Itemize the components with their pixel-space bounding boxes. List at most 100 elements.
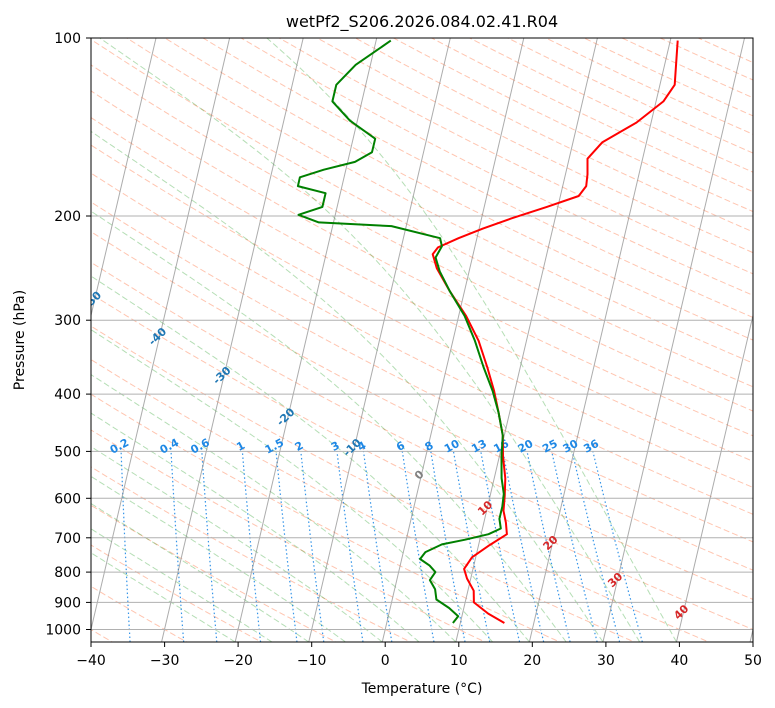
y-tick-label: 700 — [54, 531, 81, 547]
mixing-ratio-line — [551, 451, 598, 642]
dry-adiabat — [506, 38, 753, 154]
isotherm-line — [528, 38, 672, 642]
y-axis: 100 200 300 400 500 600 700 800 900 1000 — [45, 31, 91, 639]
dry-adiabat — [91, 544, 263, 642]
isotherm-line — [91, 38, 231, 632]
isotherm-label: 20 — [541, 533, 561, 553]
mixing-ratio-label: 0.4 — [158, 436, 182, 457]
grid-lines — [0, 25, 753, 645]
temperature-profile-line — [431, 40, 679, 624]
dry-adiabat — [697, 38, 753, 64]
dry-adiabat — [659, 38, 753, 81]
isotherm-line — [602, 38, 746, 642]
dewpoint-profile-line — [296, 39, 505, 624]
mixing-ratio-line — [362, 451, 393, 642]
moist-adiabat — [91, 502, 309, 642]
x-axis-label: Temperature (°C) — [361, 681, 483, 697]
moist-adiabat — [91, 130, 604, 642]
dry-adiabat — [91, 201, 753, 543]
mixing-ratio-line — [170, 451, 185, 642]
x-tick-label: −40 — [76, 653, 106, 669]
dry-adiabat — [125, 38, 753, 364]
mixing-ratio-line — [480, 451, 521, 642]
dry-adiabat — [544, 38, 753, 135]
isotherm-line — [0, 25, 12, 645]
moist-adiabat — [91, 412, 420, 642]
mixing-ratio-line — [241, 451, 262, 642]
isotherm-label: 30 — [605, 570, 625, 590]
dry-adiabat — [91, 117, 753, 462]
dry-adiabat — [202, 38, 753, 318]
mixing-ratio-label: 13 — [469, 437, 489, 456]
mixing-ratio-labels: 0.1 0.2 0.4 0.6 1 1.5 2 3 4 6 8 10 13 16 20 25 30 36 — [108, 436, 602, 457]
dry-adiabat — [91, 261, 753, 600]
dry-adiabat — [91, 504, 338, 642]
mixing-ratio-label: 10 — [442, 437, 462, 456]
moist-adiabat — [91, 374, 457, 642]
dry-adiabat — [392, 38, 753, 213]
x-tick-label: 0 — [381, 653, 390, 669]
x-tick-label: 30 — [597, 653, 615, 669]
y-tick-label: 200 — [54, 209, 81, 225]
mixing-ratio-label: 30 — [561, 437, 581, 456]
y-tick-label: 1000 — [45, 623, 81, 639]
moist-adiabat — [91, 210, 567, 642]
moist-adiabat — [266, 38, 677, 642]
mixing-ratio-label: 20 — [516, 437, 536, 456]
dry-adiabat — [316, 38, 753, 254]
dry-adiabat — [91, 429, 487, 642]
moist-adiabat — [91, 445, 383, 642]
dry-adiabat — [240, 38, 753, 296]
dry-adiabat — [582, 38, 753, 117]
moist-adiabat — [91, 552, 236, 642]
y-tick-label: 800 — [54, 565, 81, 581]
mixing-ratio-label: 36 — [581, 437, 601, 456]
isotherm-line — [455, 38, 598, 642]
x-tick-label: −20 — [223, 653, 253, 669]
dry-adiabat — [91, 325, 711, 642]
x-tick-label: 10 — [450, 653, 468, 669]
mixing-ratio-label: 25 — [540, 437, 560, 456]
mixing-ratio-line — [502, 451, 545, 642]
isotherm-line — [381, 38, 525, 642]
mixing-ratio-line — [300, 451, 325, 642]
mixing-ratio-line — [592, 451, 643, 642]
dry-adiabat — [430, 38, 753, 193]
chart-title: wetPf2_S206.2026.084.02.41.R04 — [286, 12, 558, 32]
dry-adiabat — [91, 293, 753, 631]
y-tick-label: 500 — [54, 444, 81, 460]
x-tick-label: −30 — [150, 653, 180, 669]
mixing-ratio-line — [526, 451, 571, 642]
isotherm-line — [161, 38, 304, 642]
y-tick-label: 600 — [54, 491, 81, 507]
dry-adiabat — [91, 231, 753, 571]
y-tick-label: 400 — [54, 387, 81, 403]
profiles — [296, 39, 679, 624]
isotherm-line — [234, 38, 378, 642]
x-axis: −40 −30 −20 −10 0 10 20 30 40 50 — [76, 642, 762, 669]
dry-adiabat — [91, 144, 753, 488]
dry-adiabat — [163, 38, 753, 341]
isotherm-label: -60 — [17, 247, 41, 270]
dry-adiabat — [620, 38, 753, 99]
moist-adiabat — [91, 275, 530, 642]
dry-adiabat — [91, 359, 636, 642]
dry-adiabat — [91, 172, 753, 515]
mixing-ratio-label: 0.2 — [108, 436, 131, 457]
plot-area: -100-90-80-70-60-50-40-30-20-10010203040… — [0, 25, 753, 645]
plot-frame — [90, 37, 754, 643]
isotherm-label: 10 — [475, 498, 495, 518]
mixing-ratio-line — [275, 451, 298, 642]
x-tick-label: 20 — [523, 653, 541, 669]
moist-adiabat — [91, 329, 493, 642]
background-lines — [91, 38, 753, 642]
y-tick-label: 100 — [54, 31, 81, 47]
dry-adiabat — [91, 90, 753, 437]
isotherm-line — [675, 313, 753, 642]
mixing-ratio-line — [571, 451, 621, 642]
mixing-ratio-line — [336, 451, 364, 642]
isotherm-line — [91, 38, 157, 318]
isotherm-label: -40 — [146, 325, 170, 348]
isotherm-label: -50 — [81, 288, 105, 311]
